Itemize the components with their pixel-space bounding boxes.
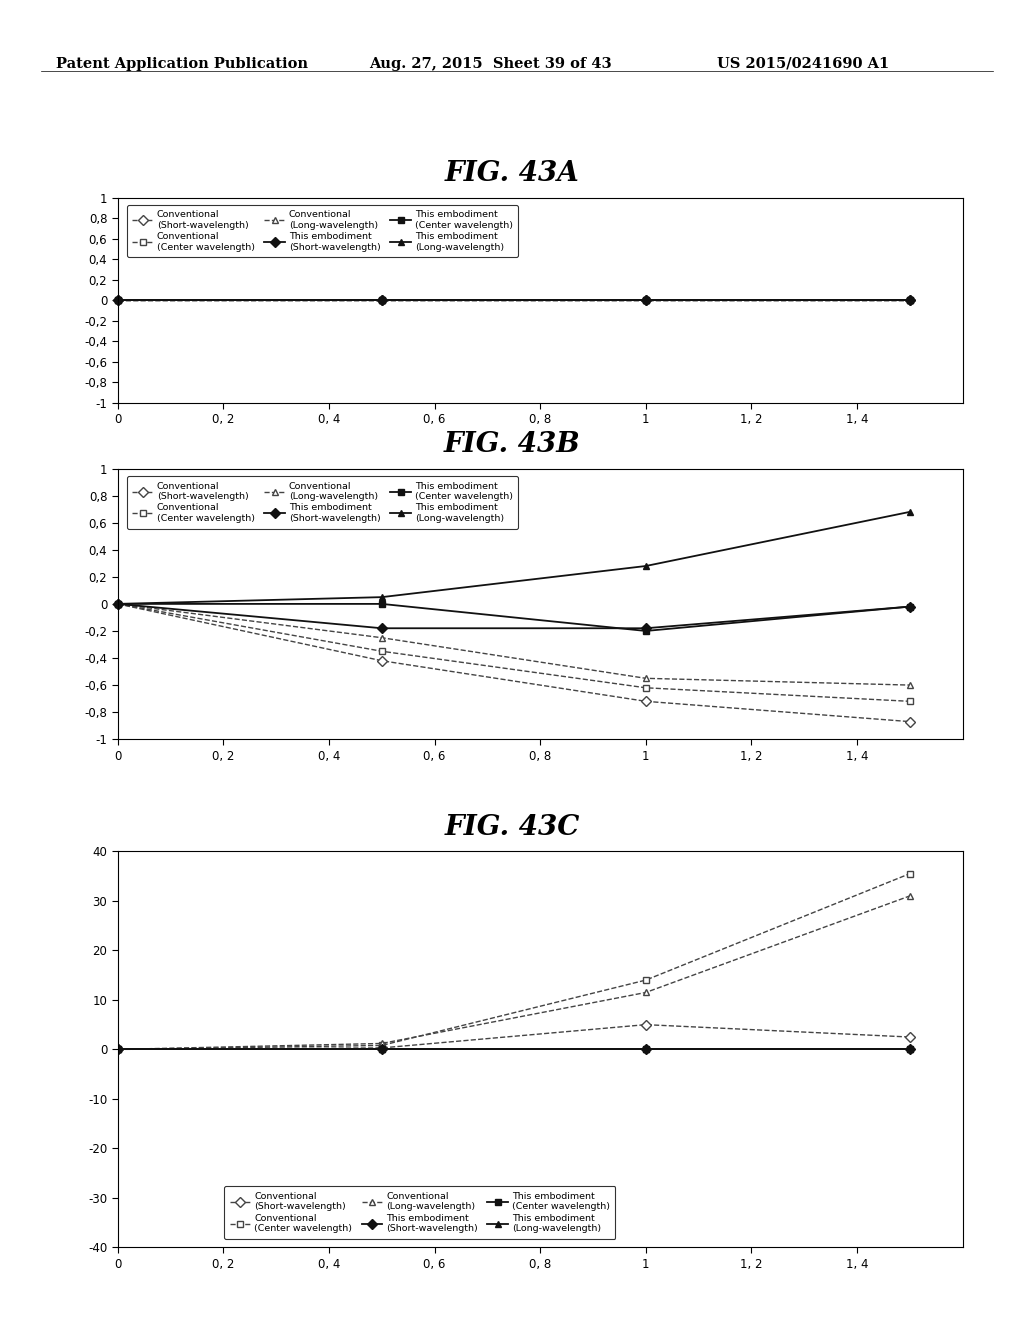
Text: Patent Application Publication: Patent Application Publication xyxy=(56,57,308,71)
Text: FIG. 43C: FIG. 43C xyxy=(444,814,580,841)
Legend: Conventional
(Short-wavelength), Conventional
(Center wavelength), Conventional
: Conventional (Short-wavelength), Convent… xyxy=(127,205,518,257)
Text: FIG. 43B: FIG. 43B xyxy=(443,432,581,458)
Text: FIG. 43A: FIG. 43A xyxy=(444,161,580,187)
Text: Aug. 27, 2015  Sheet 39 of 43: Aug. 27, 2015 Sheet 39 of 43 xyxy=(369,57,611,71)
Legend: Conventional
(Short-wavelength), Conventional
(Center wavelength), Conventional
: Conventional (Short-wavelength), Convent… xyxy=(127,477,518,528)
Text: US 2015/0241690 A1: US 2015/0241690 A1 xyxy=(717,57,889,71)
Legend: Conventional
(Short-wavelength), Conventional
(Center wavelength), Conventional
: Conventional (Short-wavelength), Convent… xyxy=(224,1187,615,1238)
